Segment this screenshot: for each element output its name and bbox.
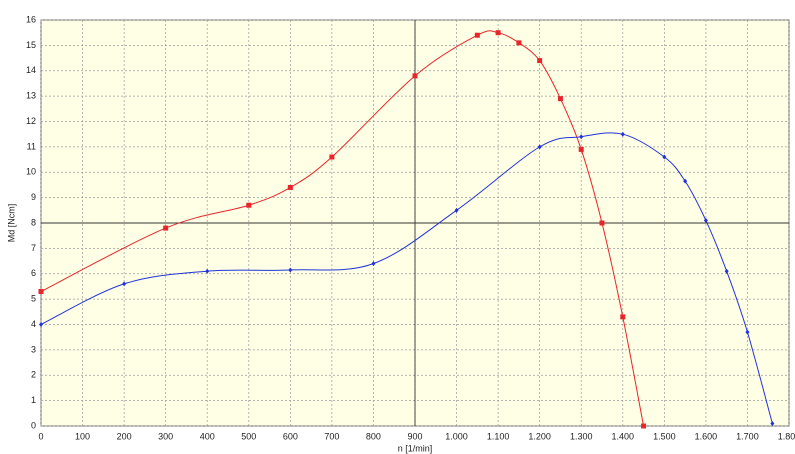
marker xyxy=(371,261,376,267)
marker xyxy=(683,178,688,184)
marker xyxy=(662,154,667,160)
marker xyxy=(703,217,708,223)
marker xyxy=(246,202,252,208)
marker xyxy=(724,268,729,274)
y-tick-label: 7 xyxy=(31,243,36,253)
x-tick-label: 300 xyxy=(158,431,173,441)
marker xyxy=(579,134,584,140)
y-tick-label: 13 xyxy=(26,91,36,101)
marker xyxy=(745,329,750,335)
y-tick-label: 0 xyxy=(31,420,36,430)
x-tick-label: 700 xyxy=(324,431,339,441)
x-tick-label: 1.000 xyxy=(445,431,468,441)
marker xyxy=(557,96,563,102)
x-tick-label: 400 xyxy=(200,431,215,441)
x-tick-label: 0 xyxy=(38,431,43,441)
marker xyxy=(288,267,293,273)
x-tick-label: 1.200 xyxy=(528,431,551,441)
x-tick-label: 900 xyxy=(407,431,422,441)
marker xyxy=(620,131,625,137)
y-tick-label: 6 xyxy=(31,268,36,278)
y-tick-label: 12 xyxy=(26,116,36,126)
y-tick-label: 16 xyxy=(26,14,36,24)
marker xyxy=(454,207,459,213)
marker xyxy=(516,40,522,46)
marker xyxy=(412,73,418,79)
y-tick-label: 14 xyxy=(26,65,36,75)
x-tick-label: 100 xyxy=(75,431,90,441)
x-tick-label: 1.400 xyxy=(612,431,635,441)
x-tick-label: 200 xyxy=(117,431,132,441)
x-tick-label: 800 xyxy=(366,431,381,441)
x-tick-label: 1.100 xyxy=(487,431,510,441)
y-tick-label: 15 xyxy=(26,40,36,50)
y-tick-label: 9 xyxy=(31,192,36,202)
marker xyxy=(495,30,501,36)
y-tick-label: 10 xyxy=(26,167,36,177)
marker xyxy=(537,144,542,150)
y-tick-label: 8 xyxy=(31,217,36,227)
x-axis-label: n [1/min] xyxy=(398,443,433,453)
marker xyxy=(641,423,647,429)
marker xyxy=(205,268,210,274)
y-axis-label: Md [Ncm] xyxy=(6,204,16,243)
marker xyxy=(474,32,480,38)
marker xyxy=(329,154,335,160)
x-tick-label: 500 xyxy=(241,431,256,441)
series-line xyxy=(40,132,773,424)
marker xyxy=(770,420,775,426)
marker xyxy=(537,58,543,64)
marker xyxy=(122,281,127,287)
y-tick-label: 4 xyxy=(31,319,36,329)
x-tick-label: 1.500 xyxy=(653,431,676,441)
marker xyxy=(578,146,584,152)
x-tick-label: 1.300 xyxy=(570,431,593,441)
x-tick-label: 600 xyxy=(283,431,298,441)
marker xyxy=(620,314,626,320)
x-tick-label: 1.800 xyxy=(778,431,795,441)
marker xyxy=(39,322,43,327)
y-tick-label: 3 xyxy=(31,344,36,354)
marker xyxy=(599,220,605,226)
y-tick-label: 2 xyxy=(31,370,36,380)
y-tick-label: 1 xyxy=(31,395,36,405)
x-tick-label: 1.600 xyxy=(695,431,718,441)
x-tick-label: 1.700 xyxy=(736,431,759,441)
y-tick-label: 11 xyxy=(27,141,36,151)
y-tick-label: 5 xyxy=(31,294,36,304)
marker xyxy=(163,225,169,231)
marker xyxy=(38,289,44,295)
marker xyxy=(287,184,293,190)
